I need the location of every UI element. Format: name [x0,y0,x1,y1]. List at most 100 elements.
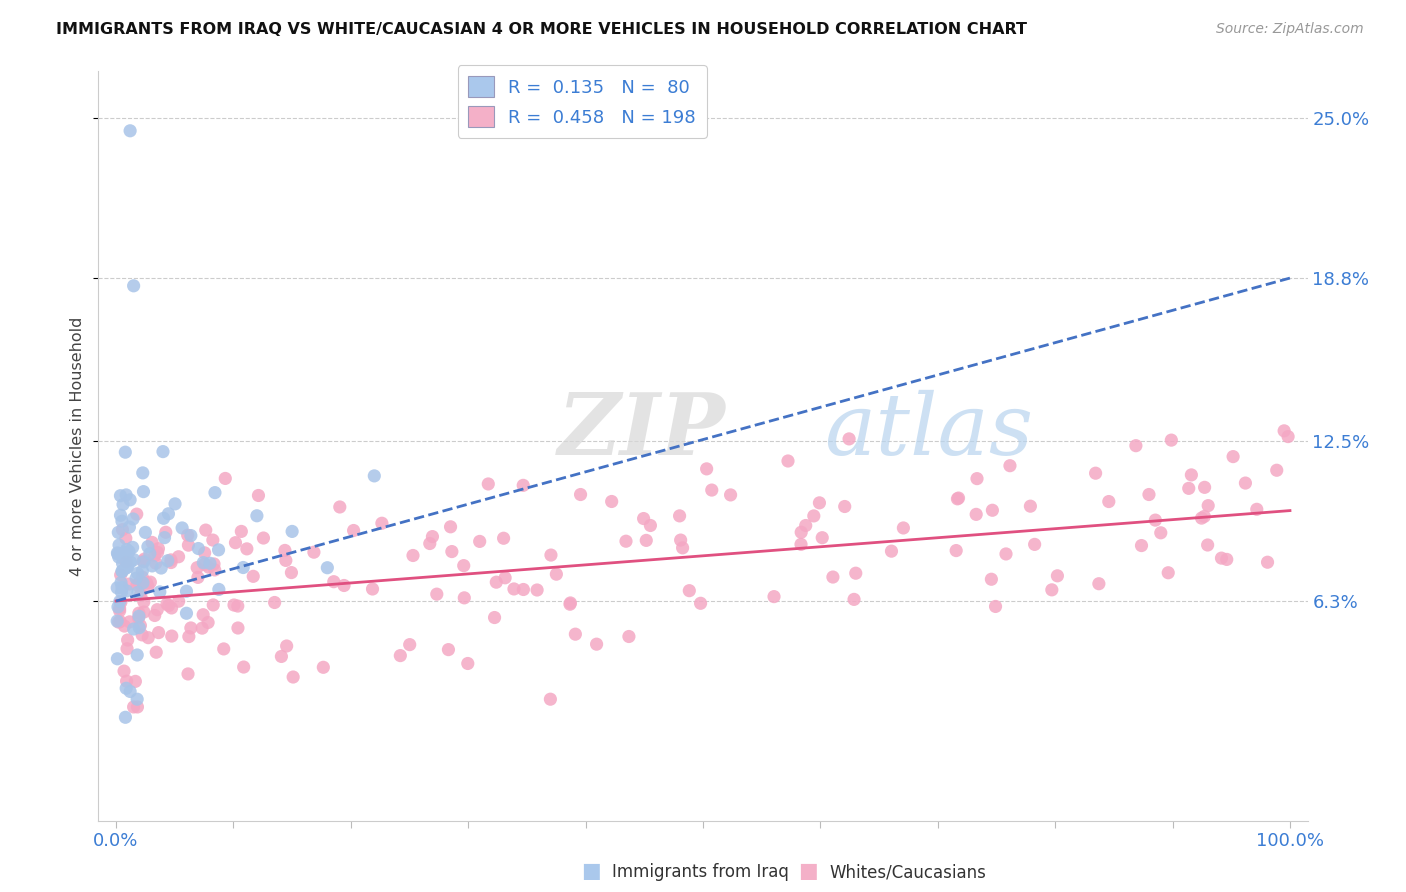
Point [274,553,297,567]
Point [129,618,152,632]
Point [197,560,219,574]
Point [633,511,655,525]
Point [127,585,149,599]
Point [790,537,813,551]
Point [120,684,142,698]
Point [107,546,129,560]
Point [157,507,180,521]
Point [224,535,246,549]
Point [132,466,155,480]
Point [402,549,425,563]
Point [280,566,302,580]
Point [127,648,149,662]
Point [177,538,200,552]
Point [176,607,198,621]
Point [122,700,145,714]
Point [110,575,132,590]
Point [204,485,226,500]
Point [191,607,214,622]
Point [821,570,844,584]
Point [165,497,187,511]
Point [128,621,150,635]
Point [115,488,138,502]
Point [105,652,128,666]
Point [1246,502,1268,516]
Point [212,641,235,656]
Point [538,692,561,706]
Point [108,615,131,629]
Point [160,601,183,615]
Point [202,598,225,612]
Point [146,602,169,616]
Point [115,558,138,573]
Point [803,508,825,523]
Point [204,563,226,577]
Point [422,530,444,544]
Point [114,710,136,724]
Point [145,556,167,570]
Point [122,552,145,566]
Point [105,581,128,595]
Point [242,569,264,583]
Point [981,503,1004,517]
Point [139,547,162,561]
Point [329,500,352,514]
Point [312,660,335,674]
Point [111,564,134,578]
Point [197,615,219,630]
Point [152,511,174,525]
Point [512,582,534,597]
Text: Whites/Caucasians: Whites/Caucasians [830,863,987,881]
Text: Source: ZipAtlas.com: Source: ZipAtlas.com [1216,22,1364,37]
Point [1137,487,1160,501]
Point [226,599,249,613]
Point [1197,499,1219,513]
Point [111,581,134,595]
Point [1180,467,1202,482]
Text: atlas: atlas [824,390,1033,473]
Point [131,564,153,578]
Point [342,524,364,538]
Point [108,601,131,615]
Point [111,564,134,578]
Point [153,531,176,545]
Point [232,660,254,674]
Point [202,557,225,571]
Point [274,543,297,558]
Point [948,491,970,505]
Point [437,642,460,657]
Point [585,637,607,651]
Point [114,546,136,560]
Point [1191,511,1213,525]
Point [246,508,269,523]
Point [1211,551,1233,566]
Point [1150,525,1173,540]
Point [231,524,253,539]
Point [110,585,132,599]
Point [276,639,298,653]
Point [485,575,508,590]
Point [794,518,817,533]
Point [122,278,145,293]
Point [187,541,209,556]
Point [617,630,640,644]
Point [247,488,270,502]
Point [148,541,170,556]
Point [492,531,515,545]
Point [139,575,162,590]
Point [177,667,200,681]
Point [965,508,987,522]
Text: ZIP: ZIP [558,389,725,473]
Point [134,525,156,540]
Point [281,524,304,539]
Point [564,627,586,641]
Point [252,531,274,545]
Point [132,484,155,499]
Point [440,544,463,558]
Y-axis label: 4 or more Vehicles in Household: 4 or more Vehicles in Household [70,317,86,575]
Point [1046,569,1069,583]
Point [995,547,1018,561]
Point [689,596,711,610]
Point [834,500,856,514]
Point [980,572,1002,586]
